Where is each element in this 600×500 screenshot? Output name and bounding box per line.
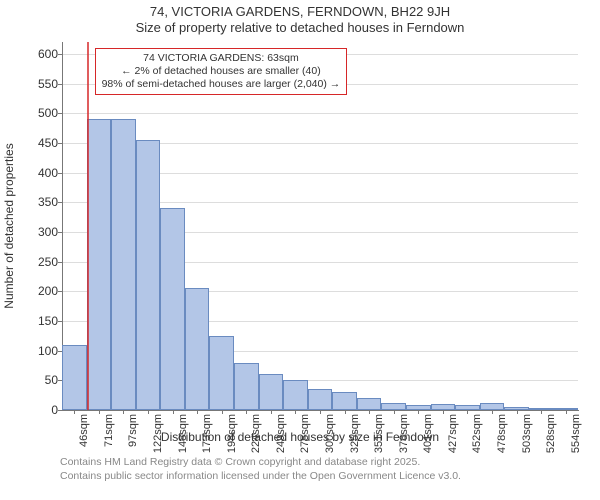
footer-line-2: Contains public sector information licen… [60,470,461,482]
x-tick-mark [345,410,346,414]
bar [283,380,308,410]
x-axis-label: Distribution of detached houses by size … [0,430,600,444]
bar [160,208,185,410]
y-tick-mark [58,54,62,55]
x-tick-mark [467,410,468,414]
x-tick-mark [517,410,518,414]
bar [111,119,136,410]
marker-line [87,42,89,410]
chart-plot: 05010015020025030035040045050055060046sq… [62,42,578,410]
x-tick-mark [148,410,149,414]
marker-caption-line: 98% of semi-detached houses are larger (… [102,78,341,91]
bar [87,119,112,410]
footer-line-1: Contains HM Land Registry data © Crown c… [60,456,420,468]
bar [185,288,210,410]
page-subtitle: Size of property relative to detached ho… [0,20,600,35]
y-tick-label: 550 [18,77,58,91]
x-tick-mark [222,410,223,414]
y-tick-mark [58,143,62,144]
x-tick-mark [418,410,419,414]
x-tick-mark [320,410,321,414]
x-tick-mark [197,410,198,414]
marker-caption-line: 74 VICTORIA GARDENS: 63sqm [102,52,341,65]
y-tick-label: 500 [18,106,58,120]
bar [381,403,406,410]
x-tick-mark [74,410,75,414]
y-tick-label: 0 [18,403,58,417]
bar [480,403,505,410]
bar [259,374,284,410]
y-tick-mark [58,291,62,292]
y-tick-mark [58,262,62,263]
marker-caption-line: ← 2% of detached houses are smaller (40) [102,65,341,78]
y-tick-label: 400 [18,166,58,180]
bar [357,398,382,410]
bar [308,389,333,410]
x-tick-mark [394,410,395,414]
x-tick-mark [541,410,542,414]
y-tick-mark [58,113,62,114]
y-tick-mark [58,232,62,233]
y-tick-mark [58,84,62,85]
bar [234,363,259,410]
y-tick-label: 450 [18,136,58,150]
bar [332,392,357,410]
x-tick-mark [369,410,370,414]
y-tick-mark [58,410,62,411]
y-tick-mark [58,173,62,174]
x-tick-mark [173,410,174,414]
bar [136,140,161,410]
x-tick-mark [99,410,100,414]
bar [209,336,234,410]
marker-caption: 74 VICTORIA GARDENS: 63sqm← 2% of detach… [95,48,348,95]
x-tick-mark [246,410,247,414]
y-tick-label: 350 [18,195,58,209]
y-tick-label: 600 [18,47,58,61]
y-tick-mark [58,321,62,322]
y-tick-mark [58,202,62,203]
y-tick-label: 50 [18,373,58,387]
x-tick-mark [492,410,493,414]
y-tick-label: 300 [18,225,58,239]
gridline [62,113,578,114]
x-tick-mark [271,410,272,414]
bar [62,345,87,410]
y-tick-label: 200 [18,284,58,298]
y-tick-label: 100 [18,344,58,358]
chart-container: 74, VICTORIA GARDENS, FERNDOWN, BH22 9JH… [0,0,600,500]
y-axis-label: Number of detached properties [2,143,16,308]
x-tick-mark [295,410,296,414]
x-tick-mark [566,410,567,414]
y-tick-label: 150 [18,314,58,328]
page-title: 74, VICTORIA GARDENS, FERNDOWN, BH22 9JH [0,4,600,19]
x-tick-mark [443,410,444,414]
y-tick-label: 250 [18,255,58,269]
x-tick-mark [123,410,124,414]
